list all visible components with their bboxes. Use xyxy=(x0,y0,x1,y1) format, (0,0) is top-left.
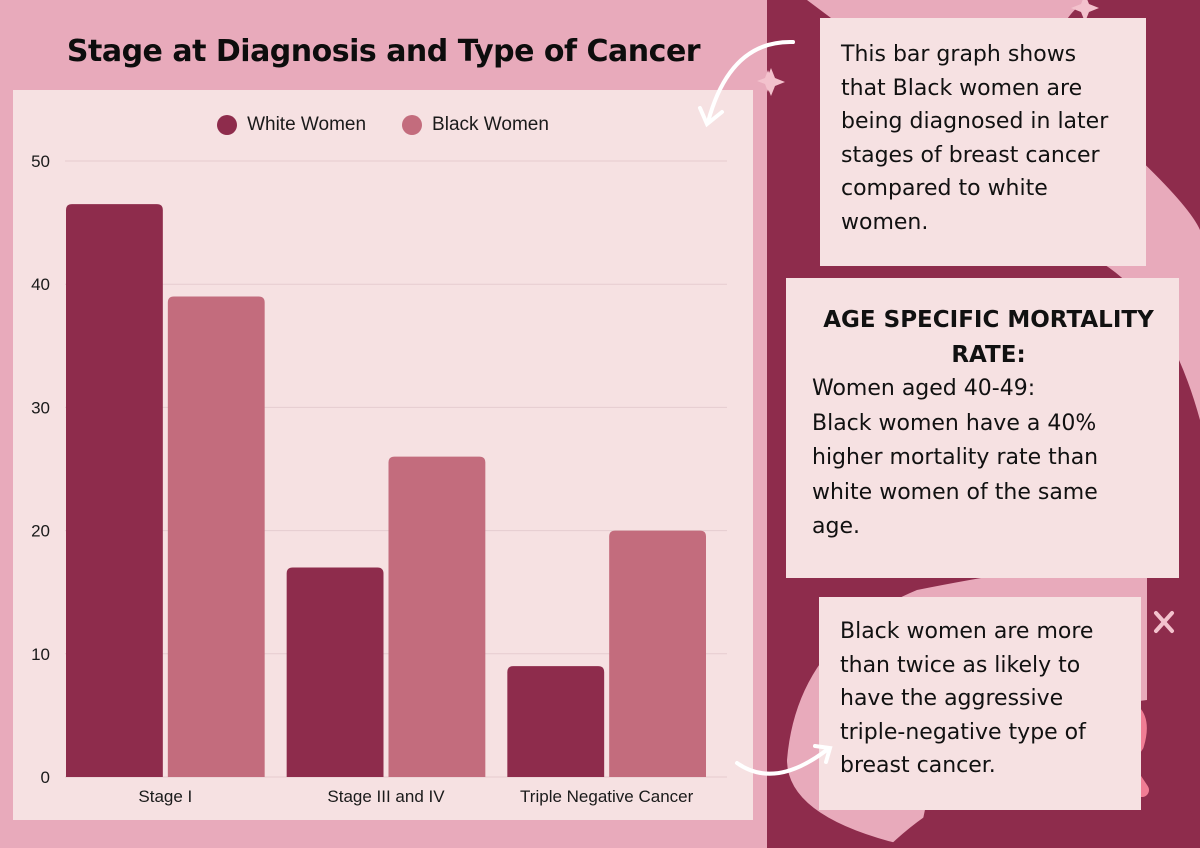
legend-swatch-black-women xyxy=(402,115,423,135)
text-line: stages of breast cancer xyxy=(841,142,1100,168)
info-box-diagnosis: This bar graph shows that Black women ar… xyxy=(820,18,1146,266)
legend-label: White Women xyxy=(247,114,367,135)
star-icon xyxy=(767,68,785,96)
text-line: that Black women are xyxy=(841,75,1083,101)
bar-black-women xyxy=(609,530,706,777)
chart-title: Stage at Diagnosis and Type of Cancer xyxy=(66,34,701,69)
chart-card: 0 10 20 30 40 50 Stage I Stage III and IV Triple… xyxy=(13,90,753,820)
x-tick-label: Stage I xyxy=(138,787,192,806)
text-line: higher mortality rate than xyxy=(812,445,1099,470)
y-tick-label: 50 xyxy=(31,152,50,171)
bar-black-women xyxy=(167,296,265,777)
text-line: age. xyxy=(812,514,860,539)
legend-label: Black Women xyxy=(432,114,549,135)
text-line: This bar graph shows xyxy=(841,42,1077,67)
bar-chart: 0 10 20 30 40 50 Stage I Stage III and IV Triple… xyxy=(31,152,727,806)
text-line: being diagnosed in later xyxy=(841,109,1109,134)
text-line: white women of the same xyxy=(812,479,1098,505)
info-panel: This bar graph shows that Black women ar… xyxy=(767,0,1200,848)
legend-item-black-women[interactable]: Black Women xyxy=(402,114,549,136)
y-tick-label: 30 xyxy=(31,398,50,417)
x-tick-label: Stage III and IV xyxy=(327,787,445,806)
box-heading: AGE SPECIFIC MORTALITY xyxy=(823,307,1154,333)
legend-swatch-white-women xyxy=(217,115,238,135)
star-icon xyxy=(1071,0,1099,22)
text-line: Women aged 40-49: xyxy=(812,376,1036,401)
x-tick-label: Triple Negative Cancer xyxy=(520,787,694,806)
x-sparkle-icon xyxy=(1154,611,1174,633)
text-line: Black women have a 40% xyxy=(812,410,1097,436)
bar-white-women xyxy=(507,666,605,777)
legend-item-white-women[interactable]: White Women xyxy=(217,114,366,136)
y-tick-label: 0 xyxy=(41,768,50,787)
y-tick-label: 10 xyxy=(31,645,50,664)
text-line: have the aggressive xyxy=(840,686,1064,711)
y-tick-label: 20 xyxy=(31,522,50,541)
bar-white-women xyxy=(286,567,384,777)
info-box-mortality: AGE SPECIFIC MORTALITY RATE: Women aged … xyxy=(786,278,1179,578)
box-heading: RATE: xyxy=(951,341,1026,368)
legend: White Women Black Women xyxy=(13,114,753,136)
y-tick-label: 40 xyxy=(31,275,50,294)
bar-black-women xyxy=(388,456,486,777)
bar-white-women xyxy=(66,204,163,777)
info-box-triple-negative: Black women are more than twice as likel… xyxy=(819,597,1141,810)
text-line: compared to white xyxy=(841,176,1048,201)
text-line: Black women are more xyxy=(840,619,1094,644)
text-line: breast cancer. xyxy=(840,753,996,778)
text-line: women. xyxy=(841,209,929,235)
text-line: triple-negative type of xyxy=(840,719,1086,745)
text-line: than twice as likely to xyxy=(840,652,1081,678)
